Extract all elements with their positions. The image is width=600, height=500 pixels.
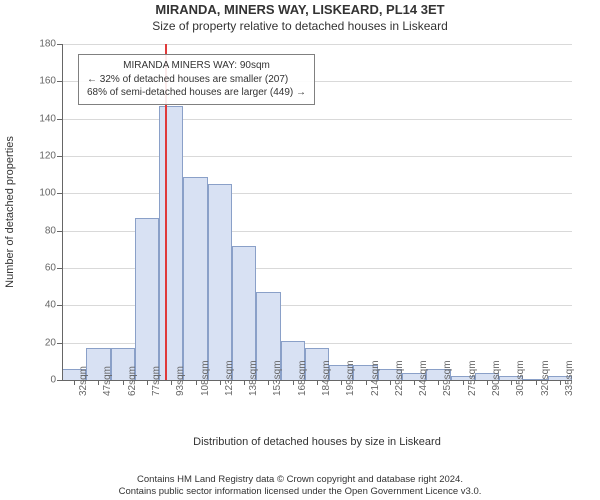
histogram-bar <box>135 218 159 380</box>
x-axis-line <box>62 380 572 381</box>
histogram-bar <box>208 184 232 380</box>
x-tick-label: 77sqm <box>151 388 162 396</box>
annotation-line: MIRANDA MINERS WAY: 90sqm <box>87 59 306 73</box>
y-tick-label: 20 <box>16 337 56 348</box>
x-tick-label: 153sqm <box>272 388 283 396</box>
footer-line-1: Contains HM Land Registry data © Crown c… <box>0 474 600 486</box>
histogram-bar <box>159 106 183 380</box>
x-tick-label: 214sqm <box>370 388 381 396</box>
x-tick-label: 47sqm <box>102 388 113 396</box>
grid-line <box>62 119 572 120</box>
x-tick-label: 32sqm <box>78 388 89 396</box>
y-tick-label: 60 <box>16 263 56 274</box>
x-tick-label: 320sqm <box>540 388 551 396</box>
x-tick-label: 305sqm <box>515 388 526 396</box>
x-tick-label: 244sqm <box>418 388 429 396</box>
x-tick-label: 184sqm <box>321 388 332 396</box>
grid-line <box>62 156 572 157</box>
y-tick-label: 120 <box>16 151 56 162</box>
grid-line <box>62 44 572 45</box>
x-tick-label: 138sqm <box>248 388 259 396</box>
x-tick-label: 168sqm <box>297 388 308 396</box>
y-axis-title: Number of detached properties <box>4 136 16 288</box>
x-tick-label: 123sqm <box>224 388 235 396</box>
x-tick-label: 93sqm <box>175 388 186 396</box>
x-tick-label: 62sqm <box>127 388 138 396</box>
y-tick-label: 0 <box>16 375 56 386</box>
annotation-box: MIRANDA MINERS WAY: 90sqm← 32% of detach… <box>78 54 315 105</box>
x-tick-label: 259sqm <box>442 388 453 396</box>
x-tick-label: 290sqm <box>491 388 502 396</box>
y-tick-label: 140 <box>16 113 56 124</box>
y-tick-label: 160 <box>16 76 56 87</box>
x-tick-label: 229sqm <box>394 388 405 396</box>
y-tick-label: 180 <box>16 39 56 50</box>
y-tick-label: 80 <box>16 225 56 236</box>
grid-line <box>62 193 572 194</box>
x-tick-label: 199sqm <box>345 388 356 396</box>
x-tick-label: 275sqm <box>467 388 478 396</box>
y-tick-label: 100 <box>16 188 56 199</box>
x-axis-title: Distribution of detached houses by size … <box>62 436 572 448</box>
y-axis-line <box>62 44 63 380</box>
annotation-line: ← 32% of detached houses are smaller (20… <box>87 73 306 87</box>
x-tick-label: 335sqm <box>564 388 575 396</box>
footer-line-2: Contains public sector information licen… <box>0 486 600 498</box>
attribution-footer: Contains HM Land Registry data © Crown c… <box>0 474 600 498</box>
y-tick-label: 40 <box>16 300 56 311</box>
histogram-bar <box>183 177 207 380</box>
annotation-line: 68% of semi-detached houses are larger (… <box>87 86 306 100</box>
x-tick-label: 108sqm <box>200 388 211 396</box>
